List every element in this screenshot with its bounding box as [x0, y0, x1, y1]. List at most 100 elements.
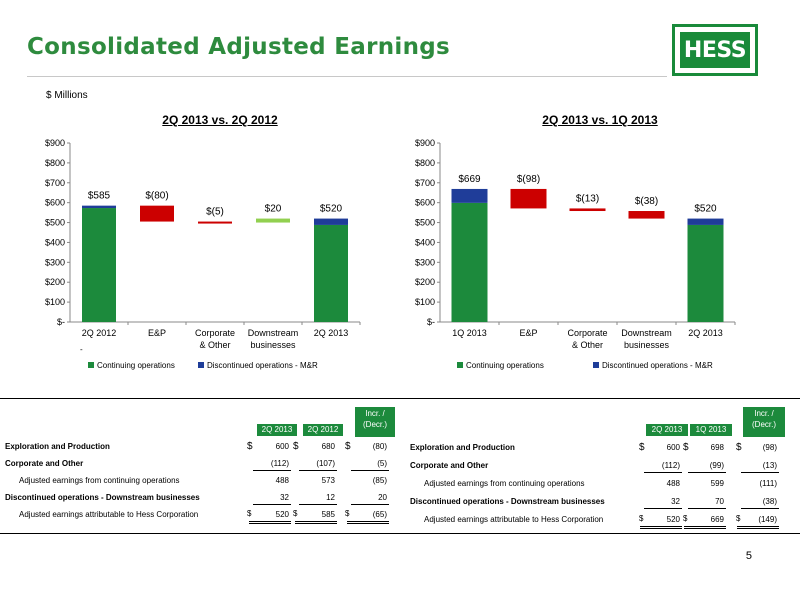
y-tick-label: $500 — [45, 218, 65, 228]
subtotal-underline — [741, 508, 779, 509]
table-cell: 680 — [321, 442, 335, 451]
table-row-label: Discontinued operations - Downstream bus… — [410, 497, 605, 506]
y-tick-label: $- — [57, 317, 65, 327]
table-cell: (80) — [372, 442, 387, 451]
y-tick-label: $800 — [415, 158, 435, 168]
table-bottom-rule — [0, 533, 800, 534]
dollar-sign: $ — [247, 441, 253, 452]
y-tick-label: $200 — [415, 277, 435, 287]
table-row-label: Adjusted earnings from continuing operat… — [424, 479, 585, 488]
x-tick-label: Downstream — [621, 328, 672, 338]
legend-swatch — [198, 362, 204, 368]
table-cell: (111) — [759, 479, 778, 488]
table-row-label: Exploration and Production — [410, 443, 515, 452]
hess-logo-text: HESS — [680, 32, 750, 68]
table-cell: (112) — [661, 461, 680, 470]
y-tick-label: $100 — [45, 297, 65, 307]
table-header-col1: 2Q 2013 — [257, 424, 297, 436]
table-cell: 32 — [671, 497, 680, 506]
dollar-sign: $ — [639, 442, 645, 453]
table-header-col2: 1Q 2013 — [690, 424, 732, 436]
y-tick-label: $400 — [415, 237, 435, 247]
x-tick-label: & Other — [572, 340, 603, 350]
subtotal-underline — [688, 472, 726, 473]
data-label: $520 — [694, 204, 717, 215]
dollar-sign: $ — [683, 442, 689, 453]
table-cell: 669 — [710, 515, 724, 524]
total-double-underline — [640, 526, 682, 529]
table-header-col3: Incr. / (Decr.) — [355, 407, 395, 437]
dollar-sign: $ — [736, 442, 742, 453]
chart-right-svg: $- $100 $200 $300 $400 $500 $600 $700 $800 $900 $6… — [415, 138, 736, 370]
legend-swatch — [457, 362, 463, 368]
data-label: $(80) — [145, 191, 168, 202]
bar-continuing — [451, 202, 488, 322]
chart-left-svg: $- $100 $200 $300 $400 $500 $600 $700 $800 $900 $5… — [45, 138, 361, 370]
chart-title-right: 2Q 2013 vs. 1Q 2013 — [542, 113, 658, 127]
x-tick-label: Corporate — [195, 328, 235, 338]
bar-change — [140, 205, 174, 222]
subtotal-underline — [299, 470, 337, 471]
dollar-sign: $ — [736, 514, 741, 523]
header-line: Incr. / — [365, 409, 385, 418]
data-label: $(38) — [635, 196, 658, 207]
table-cell: (65) — [372, 510, 387, 519]
table-cell: 12 — [326, 493, 335, 502]
table-row-label: Exploration and Production — [5, 442, 110, 451]
table-cell: (13) — [762, 461, 777, 470]
table-cell: 520 — [666, 515, 680, 524]
total-double-underline — [347, 521, 389, 524]
legend-label: Continuing operations — [97, 361, 175, 370]
x-tick-label: 2Q 2012 — [82, 328, 117, 338]
y-tick-label: $300 — [45, 257, 65, 267]
bar-change — [510, 188, 547, 209]
table-cell: 20 — [378, 493, 387, 502]
table-row-label: Discontinued operations - Downstream bus… — [5, 493, 200, 502]
bar-continuing — [687, 224, 724, 322]
slide-title: Consolidated Adjusted Earnings — [27, 34, 450, 60]
table-row-label: Adjusted earnings from continuing operat… — [19, 476, 180, 485]
data-label: $669 — [458, 174, 481, 185]
bar-change — [628, 211, 665, 219]
table-left: 2Q 2013 2Q 2012 Incr. / (Decr.) Exploration … — [0, 405, 400, 535]
y-tick-label: $900 — [415, 138, 435, 148]
data-label: $585 — [88, 191, 111, 202]
dollar-sign: $ — [293, 509, 298, 518]
table-top-rule — [0, 398, 800, 399]
table-cell: 70 — [715, 497, 724, 506]
dollar-sign: $ — [683, 514, 688, 523]
data-label: $(98) — [517, 174, 540, 185]
header-line: (Decr.) — [363, 420, 387, 429]
dollar-sign: $ — [345, 441, 351, 452]
chart-2q13-vs-1q13: 2Q 2013 vs. 1Q 2013 $- $100 $200 $300 $400 $5… — [400, 113, 800, 383]
bar-discontinued — [314, 218, 348, 225]
x-tick-label: E&P — [519, 328, 537, 338]
table-cell: 599 — [710, 479, 724, 488]
subtotal-underline — [741, 472, 779, 473]
legend-label: Discontinued operations - M&R — [602, 361, 713, 370]
x-tick-label: & Other — [199, 340, 230, 350]
table-cell: (98) — [762, 443, 777, 452]
total-double-underline — [737, 526, 779, 529]
total-double-underline — [249, 521, 291, 524]
y-tick-label: $500 — [415, 218, 435, 228]
x-tick-label: Downstream — [248, 328, 299, 338]
table-cell: 488 — [275, 476, 289, 485]
x-tick-label: Corporate — [567, 328, 607, 338]
table-cell: 698 — [710, 443, 724, 452]
bar-discontinued — [82, 205, 116, 209]
table-cell: 520 — [275, 510, 289, 519]
header-line: Incr. / — [754, 409, 774, 418]
dollar-sign: $ — [293, 441, 299, 452]
subtotal-underline — [644, 472, 682, 473]
table-row-label: Corporate and Other — [5, 459, 84, 468]
subtotal-underline — [253, 470, 291, 471]
table-cell: (112) — [270, 459, 289, 468]
legend-swatch — [593, 362, 599, 368]
y-tick-label: $700 — [45, 178, 65, 188]
hess-logo: HESS — [672, 24, 758, 76]
table-cell: 600 — [666, 443, 680, 452]
bar-change — [569, 208, 606, 212]
title-divider — [27, 76, 667, 77]
subtotal-underline — [644, 508, 682, 509]
